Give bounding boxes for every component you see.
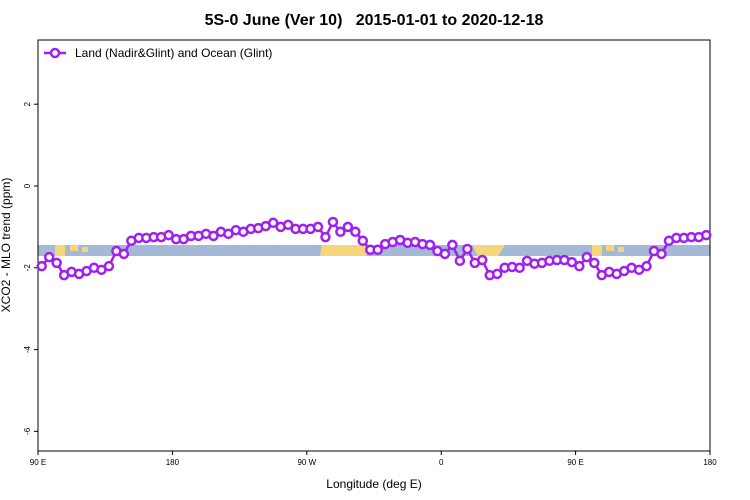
point (477, 254, 488, 266)
point (118, 248, 130, 260)
point (208, 230, 219, 242)
point (589, 257, 600, 269)
legend-item: Land (Nadir&Glint) and Ocean (Glint) (44, 46, 272, 60)
land-patch (82, 247, 88, 252)
x-tick-label: 180 (166, 458, 180, 467)
land-patch (606, 245, 614, 251)
point (282, 219, 294, 231)
land-patch (618, 247, 624, 252)
y-tick-label: -4 (23, 345, 32, 353)
point (581, 251, 593, 263)
point (312, 221, 324, 233)
plot-frame (37, 39, 711, 452)
point (462, 243, 473, 255)
point (447, 239, 458, 251)
land-patch (592, 245, 602, 256)
point (514, 262, 525, 274)
point (335, 226, 346, 238)
point (491, 268, 503, 280)
point (267, 217, 279, 229)
point (350, 226, 361, 238)
point (320, 231, 331, 243)
point (357, 235, 369, 247)
y-tick-label: -6 (23, 427, 32, 435)
point (327, 216, 339, 228)
point (163, 229, 174, 241)
point (51, 257, 62, 269)
point (574, 260, 585, 272)
legend-label: Land (Nadir&Glint) and Ocean (Glint) (75, 46, 272, 60)
land-patch (55, 245, 65, 256)
y-tick-label: 0 (23, 183, 32, 188)
point (424, 239, 436, 251)
point (454, 255, 466, 267)
land-patch (320, 245, 370, 256)
land-patch (70, 245, 78, 251)
point (372, 244, 383, 256)
y-axis-label: XCO2 - MLO trend (ppm) (0, 178, 13, 313)
point (439, 248, 451, 260)
x-tick-label: 90 W (297, 458, 316, 467)
point (103, 260, 115, 272)
x-axis-label: Longitude (deg E) (326, 477, 421, 491)
x-tick-label: 90 E (30, 458, 46, 467)
land-patch (472, 245, 505, 256)
point (641, 260, 652, 272)
point (566, 256, 578, 268)
x-tick-label: 180 (703, 458, 717, 467)
point (701, 229, 712, 241)
x-tick-label: 90 E (567, 458, 583, 467)
point (656, 248, 667, 260)
legend-marker (49, 47, 61, 59)
y-tick-label: -2 (23, 264, 32, 272)
point (43, 251, 55, 263)
y-tick-label: 2 (23, 101, 32, 106)
x-tick-label: 0 (439, 458, 444, 467)
point (36, 260, 47, 272)
chart-title: 5S-0 June (Ver 10) 2015-01-01 to 2020-12… (205, 12, 544, 29)
point (342, 221, 354, 233)
